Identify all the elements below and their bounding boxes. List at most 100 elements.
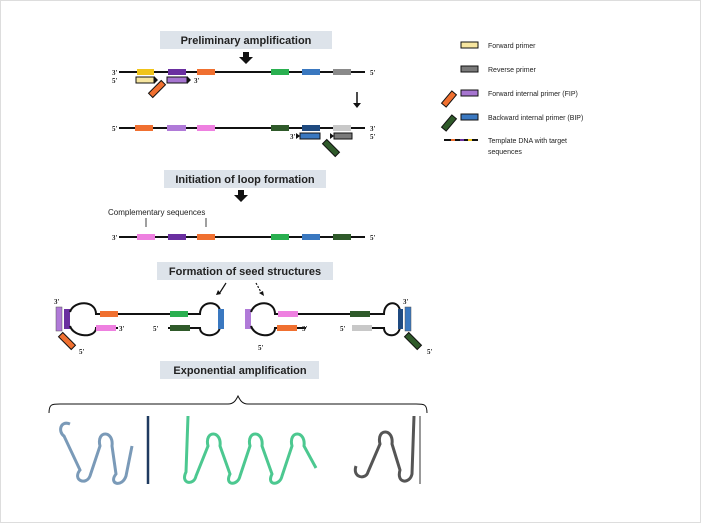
sequence-segment [350,311,370,317]
strand-end-label: Template DNA with target [488,138,567,145]
sequence-segment [147,79,167,99]
strand-end-label: 3' [194,77,200,85]
legend-item-forward-primer: Forward primer [460,41,536,50]
sequence-segment [197,125,215,131]
sequence-segment [460,139,464,141]
step-initiation: Initiation of loop formation [175,174,315,186]
strand-end-label: Reverse primer [488,67,537,74]
sequence-segment [440,90,458,108]
sequence-segment [197,234,215,240]
legend-item-fip: Forward internal primer (FIP) [440,89,578,108]
sequence-segment [352,325,372,331]
strand-end-label: 3' [302,325,308,333]
strand-end-label: 5' [79,348,85,356]
strand-end-label: 5' [112,125,118,133]
step-box-seed [157,262,333,280]
sequence-segment [167,125,186,131]
template-row-2: 5' 3' 3' 5' [112,125,376,158]
legend-item-bip: Backward internal primer (BIP) [440,113,583,132]
legend-item-template: Template DNA with target sequences [444,138,567,156]
sequence-segment [460,65,479,73]
sequence-segment [333,69,351,75]
strand-end-label: sequences [488,149,522,156]
strand-end-label: 5' [153,325,159,333]
dna-strand [250,302,401,337]
strand-end-label: Backward internal primer (BIP) [488,115,583,122]
sequence-segment [460,41,479,49]
sequence-segment [135,125,153,131]
sequence-segment [333,125,351,131]
sequence-segment [271,125,289,131]
dna-strand [218,282,227,295]
sequence-segment [333,132,353,140]
dna-strand [187,76,191,84]
sequence-segment [218,309,224,329]
sequence-segment [64,309,70,329]
sequence-segment [135,76,155,84]
strand-end-label: 3' [370,125,376,133]
sequence-segment [321,138,341,158]
dna-strand [69,302,221,337]
sequence-segment [302,69,320,75]
sequence-segment [398,309,403,329]
sequence-segment [468,139,472,141]
sequence-segment [440,114,458,132]
template-row-3: 3' 5' [112,234,376,242]
dna-strand [59,421,134,485]
sequence-segment [96,325,116,331]
sequence-segment [57,331,77,351]
sequence-segment [404,306,412,332]
arrow-down-icon [239,52,253,64]
strand-end-label: 5' [427,348,433,356]
strand-end-label: 3' [403,298,409,306]
strand-end-label: 5' [370,69,376,77]
step-box-preliminary [160,31,332,49]
strand-end-label: 5' [370,234,376,242]
sequence-segment [170,311,188,317]
sequence-segment [271,234,289,240]
legend: Forward primer Reverse primer Forward in… [440,41,583,156]
sequence-segment [100,311,118,317]
strand-end-label: Forward internal primer (FIP) [488,91,578,98]
strand-end-label: 3' [119,325,125,333]
strand-end-label: Forward primer [488,43,536,50]
legend-item-reverse-primer: Reverse primer [460,65,537,74]
strand-end-label: 3' [54,298,60,306]
sequence-segment [302,125,320,131]
strand-end-label: 5' [370,133,376,141]
dna-strand [154,76,158,84]
step-preliminary: Preliminary amplification [181,35,312,47]
sequence-segment [197,69,215,75]
step-seed: Formation of seed structures [169,266,321,278]
sequence-segment [278,311,298,317]
dna-strand [330,133,334,139]
template-row-1: 3' 5' 5' 3' [112,69,376,99]
step-exponential: Exponential amplification [173,365,307,377]
arrow-down-icon [234,190,248,202]
sequence-segment [302,234,320,240]
strand-end-label: 5' [112,77,118,85]
sequence-segment [451,139,455,141]
sequence-segment [333,234,351,240]
brace [48,394,428,414]
sequence-segment [277,325,297,331]
sequence-segment [403,331,423,351]
complementary-label: Complementary sequences [108,208,205,217]
strand-end-label: 3' [112,234,118,242]
sequence-segment [245,309,251,329]
sequence-segment [168,69,186,75]
sequence-segment [168,234,186,240]
sequence-segment [137,234,155,240]
sequence-segment [170,325,190,331]
strand-end-label: 3' [112,69,118,77]
dna-strand [296,133,300,139]
strand-end-label: 5' [258,344,264,352]
step-box-exponential [160,361,319,379]
strand-end-label: 3' [290,133,296,141]
sequence-segment [137,69,154,75]
step-box-initiation [164,170,326,188]
sequence-segment [460,113,479,121]
dna-strand [259,291,264,296]
